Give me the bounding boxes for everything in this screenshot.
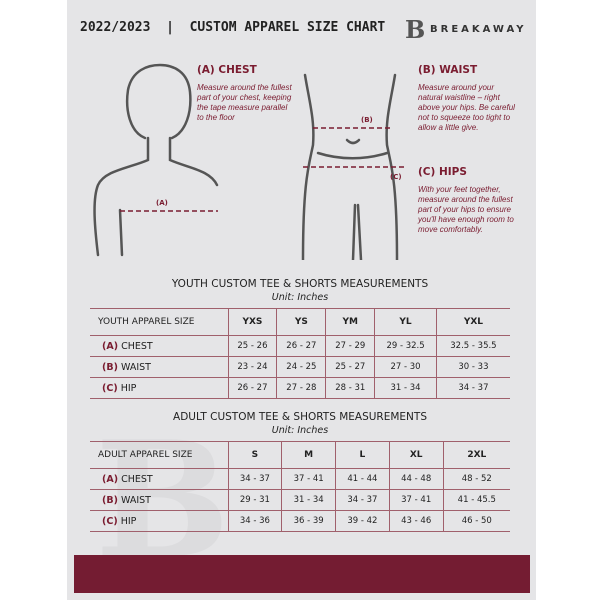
adult-size-table: ADULT APPAREL SIZE S M L XL 2XL (A) CHEST 34 - … [90, 441, 510, 532]
table-cell: 37 - 41 [388, 489, 444, 511]
waist-description: Measure around your natural waistline – … [418, 83, 515, 132]
row-label: (A) CHEST [90, 335, 228, 357]
table-cell: 27 - 29 [325, 335, 375, 357]
table-cell: 28 - 31 [325, 377, 375, 399]
row-name: HIP [120, 515, 137, 527]
row-code: (A) [102, 340, 119, 352]
page-title: 2022/2023 | CUSTOM APPAREL SIZE CHART [80, 20, 386, 35]
brand-name: BREAKAWAY [430, 24, 527, 35]
row-label: (C) HIP [90, 377, 228, 399]
table-cell: 32.5 - 35.5 [435, 335, 510, 357]
header-cell: YXL [435, 308, 510, 336]
table-header-row: ADULT APPAREL SIZE S M L XL 2XL [90, 441, 510, 469]
waist-title: (B) WAIST [418, 64, 478, 76]
footer-bar [74, 555, 530, 593]
table-cell: 31 - 34 [281, 489, 336, 511]
adult-table-unit: Unit: Inches [271, 425, 329, 436]
hips-description: With your feet together, measure around … [418, 185, 514, 234]
waist-marker: (B) [361, 116, 373, 124]
table-cell: 29 - 32.5 [374, 335, 437, 357]
table-cell: 34 - 37 [435, 377, 510, 399]
lower-body-illustration [301, 73, 405, 260]
header-cell: S [227, 441, 282, 469]
table-cell: 25 - 26 [227, 335, 277, 357]
header-cell: YM [325, 308, 375, 336]
table-cell: 39 - 42 [335, 510, 390, 532]
row-label: (C) HIP [90, 510, 228, 532]
hips-marker: (C) [390, 173, 402, 181]
upper-body-illustration [93, 63, 219, 257]
table-row: (A) CHEST 34 - 37 37 - 41 41 - 44 44 - 48 48 … [90, 468, 510, 490]
table-cell: 30 - 33 [435, 356, 510, 378]
header-cell: YL [374, 308, 437, 336]
youth-size-table: YOUTH APPAREL SIZE YXS YS YM YL YXL (A) CHEST 2… [90, 308, 510, 399]
table-cell: 41 - 44 [335, 468, 390, 490]
row-label: (B) WAIST [90, 489, 228, 511]
table-cell: 41 - 45.5 [442, 489, 510, 511]
table-row: (C) HIP 34 - 36 36 - 39 39 - 42 43 - 46 46 - … [90, 510, 510, 532]
table-header-row: YOUTH APPAREL SIZE YXS YS YM YL YXL [90, 308, 510, 336]
table-row: (B) WAIST 29 - 31 31 - 34 34 - 37 37 - 41 41 … [90, 489, 510, 511]
table-row: (A) CHEST 25 - 26 26 - 27 27 - 29 29 - 32.5 3… [90, 335, 510, 357]
chest-marker: (A) [156, 199, 168, 207]
row-code: (B) [102, 494, 118, 506]
table-cell: 24 - 25 [276, 356, 326, 378]
row-code: (C) [102, 515, 118, 527]
header-cell: YXS [227, 308, 277, 336]
table-cell: 48 - 52 [442, 468, 510, 490]
header-cell: L [335, 441, 390, 469]
row-name: WAIST [120, 361, 151, 373]
table-cell: 34 - 36 [227, 510, 282, 532]
table-cell: 34 - 37 [335, 489, 390, 511]
youth-table-title: YOUTH CUSTOM TEE & SHORTS MEASUREMENTS [171, 278, 429, 290]
table-cell: 29 - 31 [227, 489, 282, 511]
table-cell: 27 - 28 [276, 377, 326, 399]
adult-table-title: ADULT CUSTOM TEE & SHORTS MEASUREMENTS [173, 411, 427, 423]
header-cell: 2XL [442, 441, 510, 469]
row-name: HIP [120, 382, 137, 394]
row-code: (C) [102, 382, 118, 394]
chest-description: Measure around the fullest part of your … [197, 83, 292, 122]
table-cell: 26 - 27 [227, 377, 277, 399]
row-label: (A) CHEST [90, 468, 228, 490]
table-cell: 25 - 27 [325, 356, 375, 378]
youth-table-unit: Unit: Inches [271, 292, 329, 303]
row-name: WAIST [120, 494, 151, 506]
header-cell: YOUTH APPAREL SIZE [90, 308, 228, 336]
header-cell: XL [388, 441, 444, 469]
table-cell: 31 - 34 [374, 377, 437, 399]
table-cell: 36 - 39 [281, 510, 336, 532]
table-row: (B) WAIST 23 - 24 24 - 25 25 - 27 27 - 30 30 … [90, 356, 510, 378]
header-cell: ADULT APPAREL SIZE [90, 441, 228, 469]
header-cell: YS [276, 308, 326, 336]
row-code: (B) [102, 361, 118, 373]
table-cell: 34 - 37 [227, 468, 282, 490]
row-name: CHEST [121, 340, 153, 352]
table-cell: 23 - 24 [227, 356, 277, 378]
chest-title: (A) CHEST [197, 64, 257, 76]
table-cell: 44 - 48 [388, 468, 444, 490]
table-cell: 37 - 41 [281, 468, 336, 490]
table-cell: 26 - 27 [276, 335, 326, 357]
row-code: (A) [102, 473, 119, 485]
breakaway-logo-icon: B [405, 15, 426, 44]
row-name: CHEST [121, 473, 153, 485]
table-cell: 43 - 46 [388, 510, 444, 532]
table-row: (C) HIP 26 - 27 27 - 28 28 - 31 31 - 34 34 - … [90, 377, 510, 399]
table-cell: 46 - 50 [442, 510, 510, 532]
header-cell: M [281, 441, 336, 469]
table-cell: 27 - 30 [374, 356, 437, 378]
hips-title: (C) HIPS [418, 166, 467, 178]
row-label: (B) WAIST [90, 356, 228, 378]
